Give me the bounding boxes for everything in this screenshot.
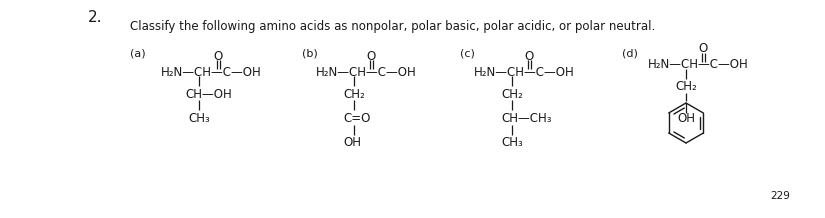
- Text: H₂N—CH—C—OH: H₂N—CH—C—OH: [161, 65, 262, 78]
- Text: O: O: [699, 43, 708, 56]
- Text: CH₂: CH₂: [343, 87, 365, 100]
- Text: (b): (b): [302, 48, 318, 58]
- Text: OH: OH: [677, 112, 695, 126]
- Text: C=O: C=O: [343, 111, 370, 124]
- Text: 229: 229: [770, 191, 790, 201]
- Text: (d): (d): [622, 48, 638, 58]
- Text: O: O: [525, 49, 534, 63]
- Text: H₂N—CH—C—OH: H₂N—CH—C—OH: [648, 58, 749, 72]
- Text: O: O: [214, 49, 223, 63]
- Text: (c): (c): [460, 48, 475, 58]
- Text: CH₃: CH₃: [188, 111, 210, 124]
- Text: O: O: [366, 49, 375, 63]
- Text: CH—OH: CH—OH: [185, 87, 232, 100]
- Text: CH₂: CH₂: [675, 80, 697, 94]
- Text: (a): (a): [130, 48, 146, 58]
- Text: CH₃: CH₃: [501, 136, 523, 150]
- Text: CH—CH₃: CH—CH₃: [501, 111, 551, 124]
- Text: 2.: 2.: [88, 10, 102, 25]
- Text: H₂N—CH—C—OH: H₂N—CH—C—OH: [474, 65, 575, 78]
- Text: Classify the following amino acids as nonpolar, polar basic, polar acidic, or po: Classify the following amino acids as no…: [130, 20, 655, 33]
- Text: OH: OH: [343, 136, 361, 150]
- Text: H₂N—CH—C—OH: H₂N—CH—C—OH: [316, 65, 417, 78]
- Text: CH₂: CH₂: [501, 87, 523, 100]
